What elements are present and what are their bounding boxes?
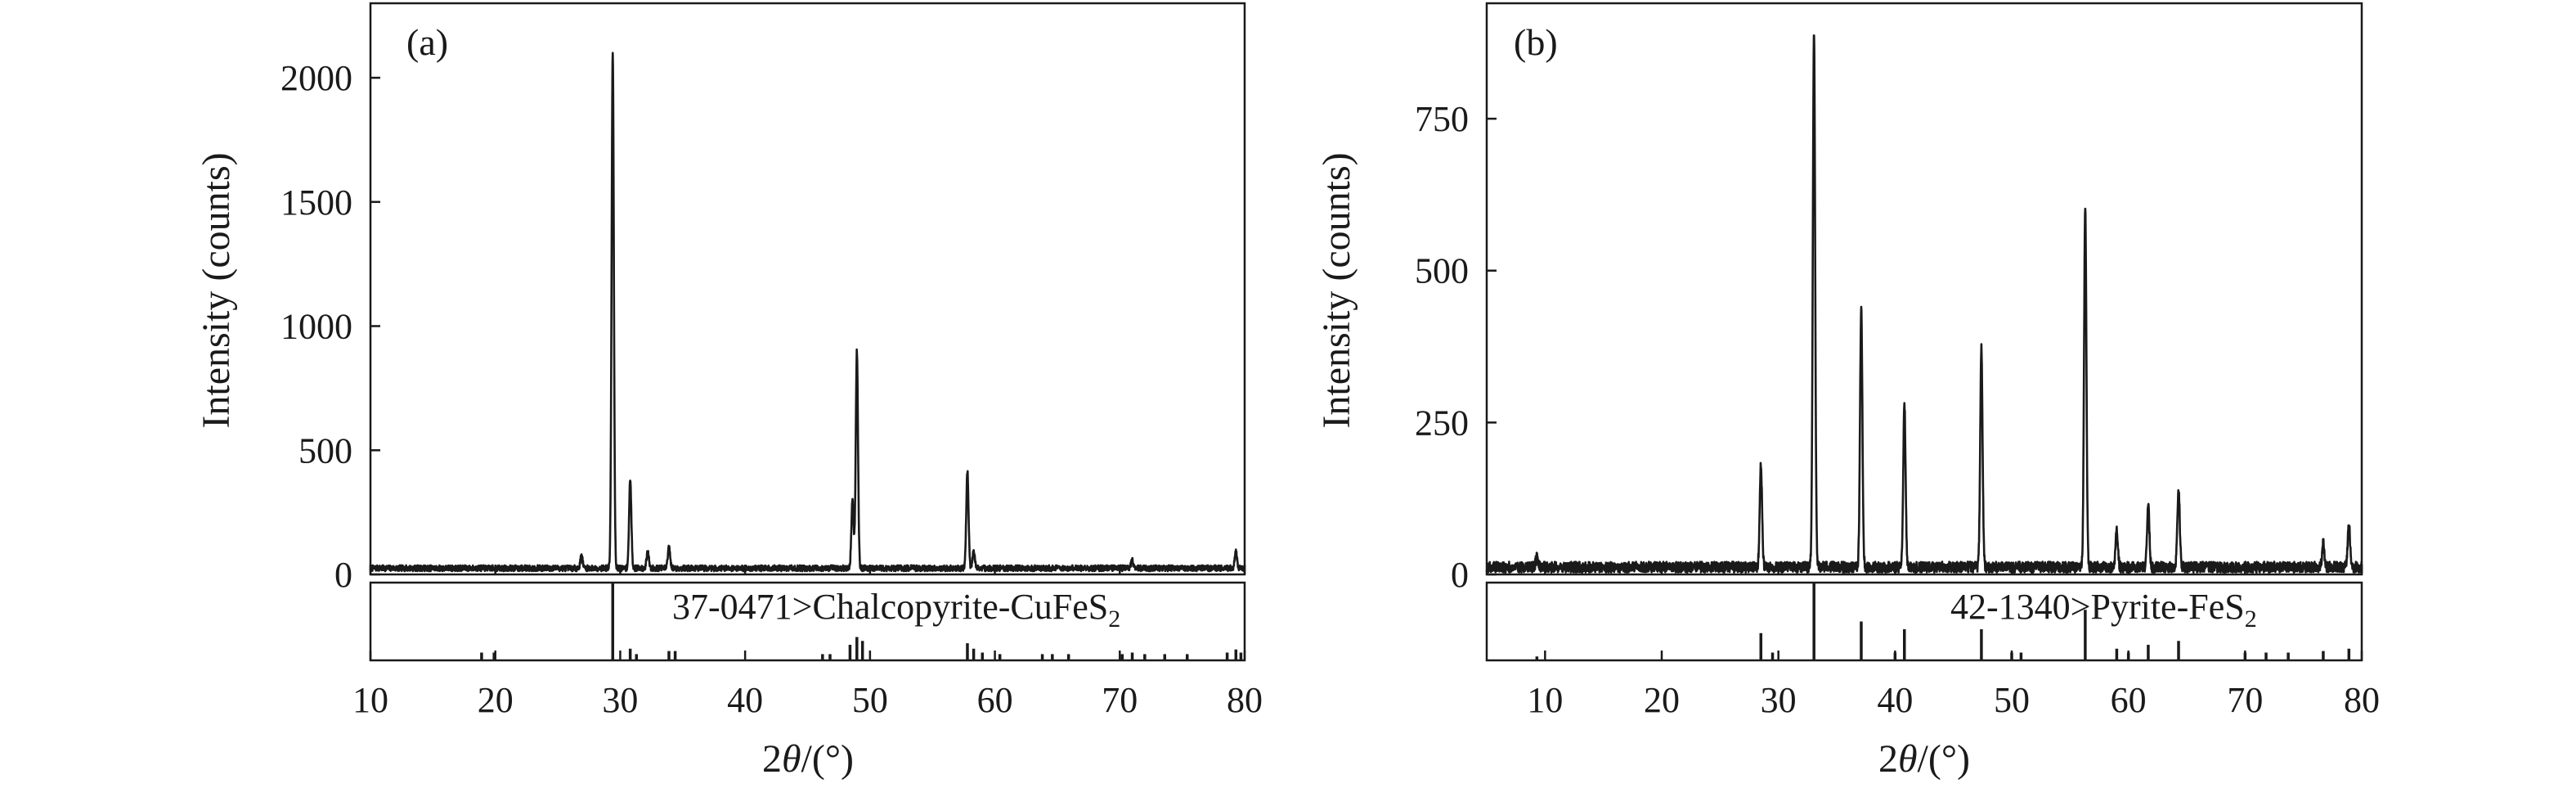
x-tick-label: 10: [1527, 680, 1563, 720]
x-tick-label: 10: [352, 680, 388, 720]
y-axis-label-a: Intensity (counts): [195, 152, 238, 428]
axis-ticks-a: 10 20 30 40 50 60 70 80 0 500 1000 1500 2000: [280, 58, 1263, 720]
reference-plot-frame-a: [369, 581, 1246, 662]
panel-a: 10 20 30 40 50 60 70 80 0 500 1000 1500 2000 (a) 37-…: [195, 2, 1263, 781]
x-tick-label: 50: [1994, 680, 2030, 720]
xrd-pattern-line: [369, 52, 1246, 573]
y-tick-label: 500: [298, 430, 352, 471]
xrd-pattern-line: [1485, 34, 2363, 574]
x-tick-label: 70: [2227, 680, 2263, 720]
reference-lines-b: [1535, 583, 2351, 660]
xrd-pattern-a: [369, 52, 1246, 573]
x-tick-label: 40: [1877, 680, 1913, 720]
x-tick-label: 80: [1227, 680, 1263, 720]
x-tick-label: 40: [727, 680, 763, 720]
y-tick-label: 0: [334, 555, 352, 595]
y-tick-label: 1000: [280, 307, 352, 347]
x-tick-label: 70: [1102, 680, 1138, 720]
x-tick-label: 80: [2344, 680, 2380, 720]
x-tick-label: 50: [852, 680, 888, 720]
x-tick-label: 60: [977, 680, 1013, 720]
x-tick-label: 20: [1644, 680, 1680, 720]
y-tick-label: 500: [1415, 251, 1469, 291]
panel-label-b: (b): [1514, 21, 1558, 63]
x-axis-label-b: 2θ/(°): [1878, 737, 1970, 781]
x-tick-label: 20: [478, 680, 514, 720]
y-tick-label: 250: [1415, 403, 1469, 443]
xrd-pattern-b: [1485, 34, 2363, 574]
y-tick-label: 0: [1451, 555, 1469, 595]
y-tick-label: 750: [1415, 99, 1469, 139]
reference-lines-a: [480, 583, 1243, 660]
panel-b: 10 20 30 40 50 60 70 80 0 250 500 750 (b) 42-1340>P…: [1315, 2, 2380, 781]
y-tick-label: 1500: [280, 182, 352, 223]
x-tick-label: 60: [2111, 680, 2147, 720]
axis-ticks-b: 10 20 30 40 50 60 70 80 0 250 500 750: [1415, 99, 2380, 720]
main-plot-frame-a: [369, 2, 1246, 576]
reference-plot-frame-b: [1485, 581, 2363, 662]
main-plot-frame-b: [1485, 2, 2363, 576]
x-tick-label: 30: [1761, 680, 1797, 720]
y-axis-label-b: Intensity (counts): [1315, 152, 1358, 428]
panel-label-a: (a): [406, 21, 448, 63]
x-axis-label-a: 2θ/(°): [762, 737, 854, 781]
reference-label-a: 37-0471>Chalcopyrite-CuFeS2: [672, 587, 1120, 633]
x-tick-label: 30: [602, 680, 638, 720]
reference-label-b: 42-1340>Pyrite-FeS2: [1950, 587, 2257, 633]
y-tick-label: 2000: [280, 58, 352, 98]
